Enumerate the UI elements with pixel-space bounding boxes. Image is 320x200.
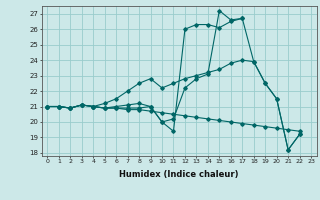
X-axis label: Humidex (Indice chaleur): Humidex (Indice chaleur) <box>119 170 239 179</box>
